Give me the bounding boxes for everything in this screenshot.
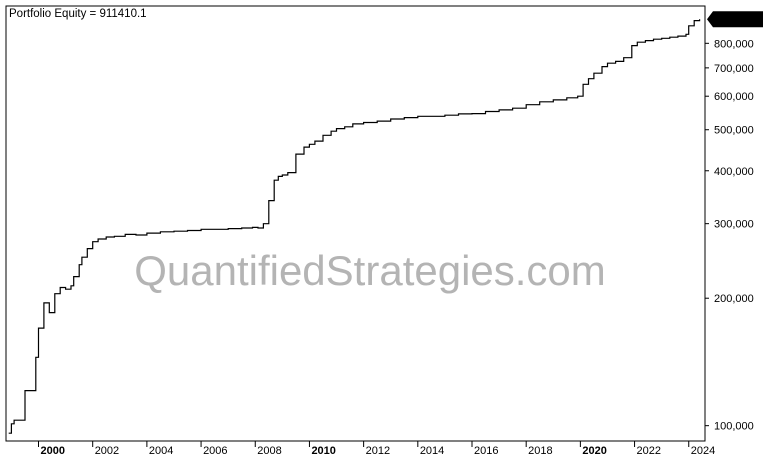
y-tick-label: 700,000 bbox=[714, 63, 754, 75]
chart-title: Portfolio Equity = 911410.1 bbox=[9, 8, 147, 20]
x-tick-label: 2008 bbox=[257, 445, 281, 457]
equity-line bbox=[8, 19, 701, 434]
x-tick-label: 2016 bbox=[474, 445, 498, 457]
x-tick-label: 2022 bbox=[637, 445, 661, 457]
watermark-text: QuantifiedStrategies.com bbox=[134, 247, 606, 294]
x-tick-label: 2014 bbox=[420, 445, 444, 457]
y-tick-label: 400,000 bbox=[714, 166, 754, 178]
y-tick-label: 600,000 bbox=[714, 91, 754, 103]
y-tick-label: 200,000 bbox=[714, 293, 754, 305]
y-tick-label: 300,000 bbox=[714, 219, 754, 231]
x-tick-label: 2010 bbox=[311, 445, 335, 457]
x-tick-label: 2000 bbox=[41, 445, 65, 457]
x-tick-label: 2018 bbox=[528, 445, 552, 457]
y-tick-label: 100,000 bbox=[714, 421, 754, 433]
x-tick-label: 2006 bbox=[203, 445, 227, 457]
y-tick-label: 500,000 bbox=[714, 125, 754, 137]
x-axis: 2000 2002 2004 2006 2008 2010 2012 2014 2016 2018… bbox=[38, 441, 715, 457]
last-value-badge: 911,410 bbox=[367, 11, 763, 28]
last-value-label: 911,410 bbox=[367, 14, 408, 26]
x-tick-label: 2002 bbox=[95, 445, 119, 457]
last-value-badge-shape bbox=[707, 11, 763, 28]
x-tick-label: 2024 bbox=[691, 445, 715, 457]
x-tick-label: 2004 bbox=[149, 445, 173, 457]
y-tick-label: 800,000 bbox=[714, 38, 754, 50]
x-tick-label: 2020 bbox=[582, 445, 606, 457]
x-tick-label: 2012 bbox=[366, 445, 390, 457]
y-axis: 100,000 200,000 300,000 400,000 500,000 600,0… bbox=[705, 38, 754, 433]
